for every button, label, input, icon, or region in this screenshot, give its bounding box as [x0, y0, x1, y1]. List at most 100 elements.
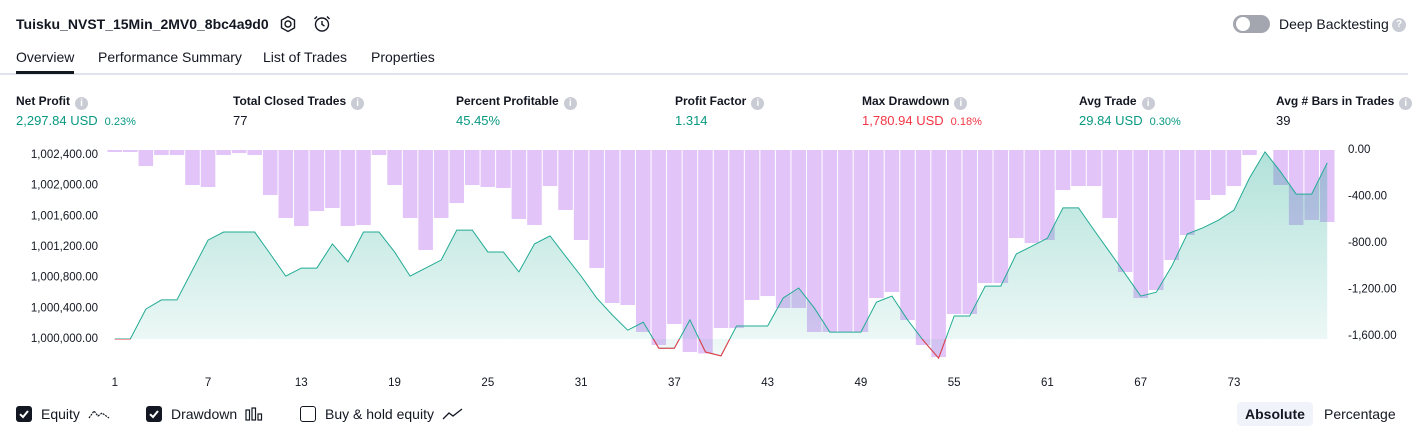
drawdown-bar — [806, 150, 822, 332]
metric-label-text: Percent Profitable — [456, 94, 559, 108]
tab[interactable]: Overview — [16, 49, 75, 65]
strategy-title: Tuisku_NVST_15Min_2MV0_8bc4a9d0 — [16, 16, 269, 32]
y-tick-label: 1,001,600.00 — [31, 210, 98, 222]
drawdown-bar — [869, 150, 884, 299]
info-icon[interactable]: i — [75, 97, 88, 110]
checkbox[interactable] — [16, 406, 32, 422]
metric-value-text: 1,780.94 USD — [862, 113, 944, 128]
info-icon[interactable]: i — [563, 97, 577, 110]
x-tick-label: 49 — [855, 377, 868, 389]
deep-backtesting-toggle[interactable] — [1232, 14, 1272, 34]
y2-tick-label: -800.00 — [1348, 237, 1387, 249]
metric-value: 29.84 USD 0.30% — [1079, 113, 1181, 128]
info-icon[interactable]: i — [954, 97, 968, 110]
metric-value-text: 45.45% — [456, 113, 501, 128]
info-icon[interactable]: i — [351, 97, 365, 110]
drawdown-bar — [931, 150, 946, 358]
y-tick-label: 1,000,400.00 — [31, 302, 98, 314]
metric-label: Percent Profitable i — [456, 94, 577, 110]
drawdown-bar — [946, 150, 962, 314]
tab[interactable]: Properties — [371, 49, 435, 65]
drawdown-bar — [325, 150, 340, 209]
drawdown-bar — [838, 150, 853, 332]
drawdown-bar — [1086, 150, 1102, 187]
x-tick-label: 37 — [668, 377, 681, 389]
metric-value: 1.314 — [675, 113, 708, 128]
metric-change: 0.23% — [104, 116, 136, 128]
metric-value: 77 — [233, 113, 247, 128]
buy-hold-icon — [442, 408, 463, 420]
scale-mode-button[interactable]: Absolute — [1237, 402, 1313, 426]
drawdown-bar — [620, 150, 636, 305]
metric-label: Profit Factor i — [675, 94, 765, 110]
drawdown-bar — [1133, 150, 1148, 299]
option-icon — [88, 407, 110, 421]
drawdown-bar — [309, 150, 325, 212]
metric-label-text: Profit Factor — [675, 94, 747, 108]
drawdown-bar — [387, 150, 402, 185]
y2-tick-label: -400.00 — [1348, 191, 1387, 203]
drawdown-bar — [169, 150, 185, 155]
option-label: Equity — [41, 406, 80, 422]
checkbox[interactable] — [300, 406, 316, 422]
legend-option[interactable]: Equity — [16, 404, 110, 424]
metric-value-text: 77 — [233, 113, 248, 128]
active-tab-underline — [16, 71, 75, 74]
drawdown-bar — [340, 150, 356, 227]
drawdown-bar — [216, 150, 231, 155]
x-tick-label: 13 — [295, 377, 308, 389]
legend-option[interactable]: Buy & hold equity — [300, 404, 464, 424]
drawdown-bar — [371, 150, 387, 155]
drawdown-bar — [636, 150, 651, 332]
drawdown-bar — [1024, 150, 1040, 244]
drawdown-bar — [356, 150, 371, 225]
scale-mode-button[interactable]: Percentage — [1324, 406, 1396, 422]
info-icon[interactable]: i — [751, 97, 765, 110]
tab-divider — [0, 73, 1408, 75]
info-icon[interactable]: i — [1399, 97, 1413, 110]
tab[interactable]: List of Trades — [263, 49, 348, 65]
tab[interactable]: Performance Summary — [98, 49, 242, 65]
drawdown-bar — [185, 150, 200, 185]
drawdown-bar — [511, 150, 527, 219]
drawdown-bar — [1055, 150, 1071, 190]
chart: 1,000,000.00 1,000,400.00 1,000,800.00 1,00… — [31, 144, 1397, 389]
y2-tick-label: 0.00 — [1348, 144, 1370, 156]
toggle-label: Deep Backtesting — [1279, 16, 1389, 32]
metric-value: 39 — [1276, 113, 1290, 128]
drawdown-bar — [433, 150, 449, 219]
drawdown-bar — [729, 150, 744, 329]
drawdown-bar — [465, 150, 480, 185]
check-mark — [149, 410, 159, 419]
option-icon — [442, 407, 464, 421]
drawdown-bar — [480, 150, 496, 187]
option-label: Drawdown — [171, 406, 238, 422]
drawdown-bar — [496, 150, 511, 189]
info-icon[interactable]: i — [1141, 97, 1155, 110]
drawdown-bar — [1117, 150, 1133, 272]
legend-option[interactable]: Drawdown — [146, 404, 265, 424]
drawdown-bar — [962, 150, 977, 314]
drawdown-bar — [1180, 150, 1195, 235]
drawdown-bar — [1211, 150, 1226, 195]
drawdown-bar — [900, 150, 915, 320]
y-tick-label: 1,000,800.00 — [31, 272, 98, 284]
drawdown-bar — [418, 150, 433, 250]
metric-value-text: 1.314 — [675, 113, 708, 128]
y2-tick-label: -1,200.00 — [1348, 284, 1397, 296]
equity-area — [114, 151, 1328, 359]
checkbox[interactable] — [146, 406, 162, 422]
drawdown-bar — [402, 150, 418, 219]
drawdown-bar — [1164, 150, 1180, 260]
drawdown-bar — [527, 150, 542, 225]
header-icons[interactable] — [278, 13, 348, 35]
metric-label: Max Drawdown i — [862, 94, 968, 110]
help-icon[interactable]: ? — [1392, 18, 1406, 32]
drawdown-bar — [1102, 150, 1117, 219]
drawdown-bar — [278, 150, 294, 219]
metric-value: 45.45% — [456, 113, 500, 128]
metric-label: Total Closed Trades i — [233, 94, 365, 110]
equity-line-loss — [114, 338, 947, 360]
y-tick-label: 1,002,400.00 — [31, 149, 98, 161]
metric-change: 0.30% — [1149, 116, 1181, 128]
